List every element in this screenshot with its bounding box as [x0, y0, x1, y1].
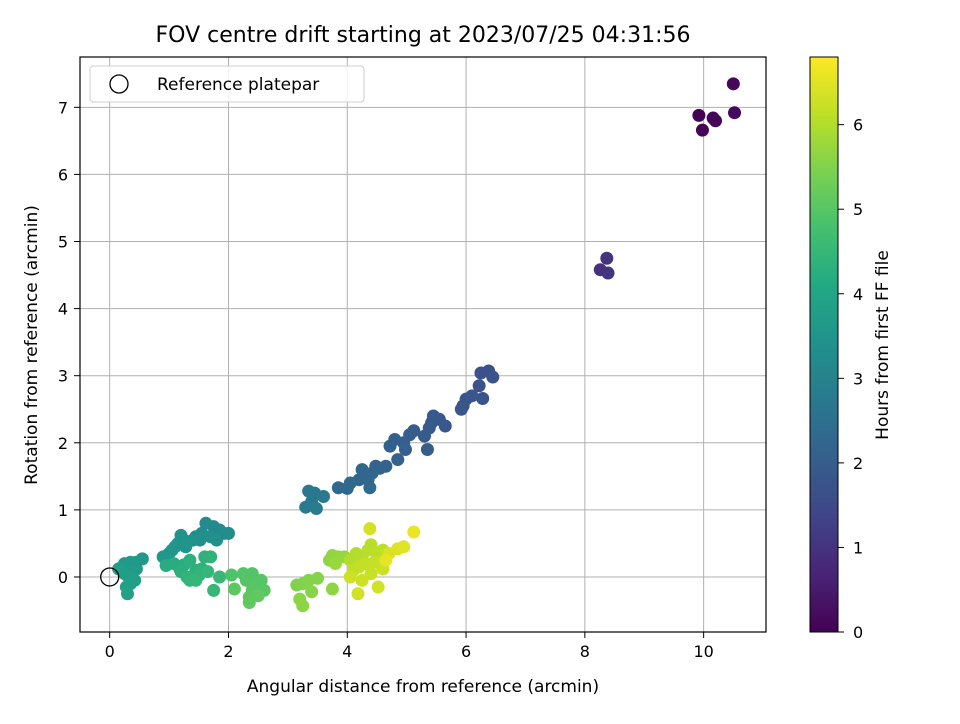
scatter-point — [355, 573, 369, 587]
scatter-point — [476, 392, 490, 406]
colorbar-tick-label: 3 — [853, 369, 863, 388]
scatter-point — [709, 114, 723, 128]
reference-marker — [100, 567, 120, 587]
scatter-point — [343, 570, 357, 584]
scatter-point — [183, 553, 197, 567]
scatter-point — [692, 108, 706, 122]
scatter-point — [397, 540, 411, 554]
scatter-point — [379, 553, 393, 567]
scatter-point — [363, 522, 377, 536]
scatter-point — [391, 453, 405, 467]
scatter-point — [454, 402, 468, 416]
scatter-point — [472, 379, 486, 393]
colorbar-ticks: 0 1 2 3 4 5 6 — [838, 116, 863, 642]
y-axis-ticks: 0 1 2 3 4 5 6 7 — [58, 98, 80, 587]
colorbar-tick-label: 4 — [853, 285, 863, 304]
scatter-point — [420, 443, 434, 457]
scatter-point — [224, 568, 238, 582]
scatter-point — [213, 570, 227, 584]
legend-label: Reference platepar — [157, 75, 319, 95]
scatter-point — [486, 370, 500, 384]
legend: Reference platepar — [89, 65, 365, 103]
x-axis-ticks: 0 2 4 6 8 10 — [105, 632, 714, 661]
x-tick-label: 10 — [693, 642, 713, 661]
scatter-point — [299, 500, 313, 514]
colorbar-tick-label: 6 — [853, 116, 863, 135]
x-tick-label: 4 — [342, 642, 352, 661]
y-tick-label: 0 — [58, 568, 68, 587]
y-tick-label: 5 — [58, 233, 68, 252]
colorbar-tick-label: 0 — [853, 623, 863, 642]
scatter-point — [728, 106, 742, 120]
y-tick-label: 2 — [58, 434, 68, 453]
scatter-point — [251, 589, 265, 603]
scatter-point — [726, 77, 740, 91]
scatter-point — [296, 599, 310, 613]
colorbar: 0 1 2 3 4 5 6 Hours from first FF file — [809, 56, 893, 642]
y-axis-label: Rotation from reference (arcmin) — [22, 205, 42, 485]
scatter-point — [331, 481, 345, 495]
chart-title: FOV centre drift starting at 2023/07/25 … — [156, 23, 691, 48]
colorbar-label: Hours from first FF file — [873, 250, 893, 440]
scatter-point — [328, 557, 342, 571]
scatter-point — [417, 429, 431, 443]
scatter-point — [221, 526, 235, 540]
scatter-point — [201, 565, 215, 579]
scatter-point — [227, 582, 241, 596]
scatter-point — [364, 567, 378, 581]
scatter-point — [371, 580, 385, 594]
scatter-point — [311, 571, 325, 585]
scatter-point — [121, 587, 135, 601]
scatter-point — [204, 550, 218, 564]
scatter-point — [210, 533, 224, 547]
scatter-point — [309, 502, 323, 516]
colorbar-gradient — [809, 56, 839, 633]
scatter-point — [695, 123, 709, 137]
scatter-point — [242, 595, 256, 609]
gridlines — [80, 57, 766, 632]
scatter-point — [363, 481, 377, 495]
data-points — [112, 77, 742, 613]
scatter-point — [407, 525, 421, 539]
scatter-point — [355, 463, 369, 477]
x-tick-label: 0 — [105, 642, 115, 661]
plot-frame — [79, 56, 767, 633]
colorbar-tick-label: 5 — [853, 200, 863, 219]
y-tick-label: 4 — [58, 300, 68, 319]
y-tick-label: 3 — [58, 367, 68, 386]
scatter-point — [601, 266, 615, 280]
scatter-point — [189, 573, 203, 587]
scatter-point — [383, 439, 397, 453]
colorbar-tick-label: 1 — [853, 538, 863, 557]
scatter-point — [179, 540, 193, 554]
y-tick-label: 6 — [58, 165, 68, 184]
scatter-point — [351, 587, 365, 601]
scatter-point — [398, 443, 412, 457]
x-tick-label: 8 — [580, 642, 590, 661]
scatter-point — [207, 583, 221, 597]
scatter-point — [325, 582, 339, 596]
y-tick-label: 1 — [58, 501, 68, 520]
scatter-point — [317, 489, 331, 503]
x-tick-label: 2 — [223, 642, 233, 661]
colorbar-tick-label: 2 — [853, 454, 863, 473]
legend-marker — [109, 74, 129, 94]
x-axis-label: Angular distance from reference (arcmin) — [247, 677, 599, 697]
scatter-point — [600, 251, 614, 265]
legend-box — [89, 65, 365, 103]
scatter-point — [305, 585, 319, 599]
y-tick-label: 7 — [58, 98, 68, 117]
x-tick-label: 6 — [461, 642, 471, 661]
